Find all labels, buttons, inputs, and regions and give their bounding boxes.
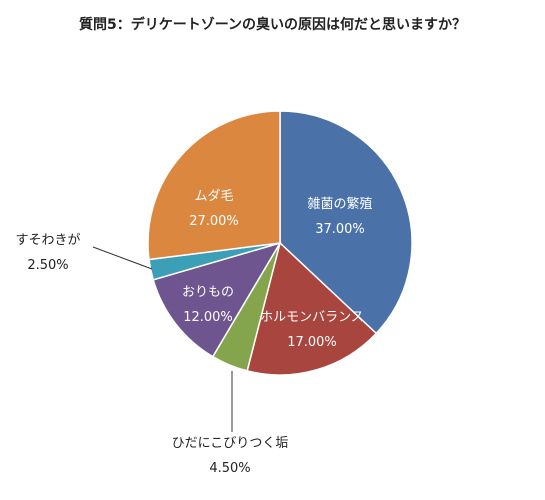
pie-label-name-4: おりもの — [182, 285, 234, 300]
pie-label-value-1: 37.00% — [315, 222, 365, 237]
pie-label-value-4: 12.00% — [183, 310, 233, 325]
pie-slice-2 — [246, 241, 378, 376]
pie-label-name-5: すそわきが — [15, 233, 80, 248]
pie-label-name-3: ひだにこびりつく垢 — [172, 436, 289, 451]
pie-label-value-2: 17.00% — [287, 335, 337, 350]
pie-leader-line-5 — [92, 246, 153, 270]
pie-label-name-6: ムダ毛 — [194, 189, 233, 204]
pie-label-name-2: ホルモンバランス — [260, 310, 364, 325]
pie-slice-6 — [147, 110, 281, 261]
pie-slice-4 — [152, 241, 282, 358]
chart-title: 質問5：デリケートゾーンの臭いの原因は何だと思いますか？ — [78, 17, 467, 33]
pie-label-value-6: 27.00% — [189, 214, 239, 229]
pie-label-name-1: 雑菌の繁殖 — [307, 196, 372, 212]
pie-label-value-5: 2.50% — [27, 258, 68, 273]
pie-label-value-3: 4.50% — [209, 461, 250, 476]
pie-slice-1 — [279, 110, 413, 335]
